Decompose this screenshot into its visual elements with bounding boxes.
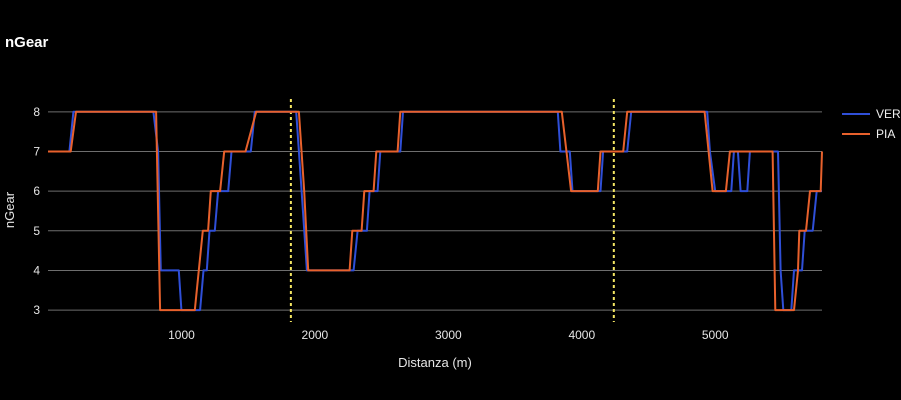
legend-item-pia[interactable]: PIA: [842, 127, 895, 141]
y-tick-label: 3: [33, 303, 40, 317]
x-tick-label: 4000: [568, 328, 595, 342]
series-lines: [48, 110, 823, 312]
x-tick-label: 5000: [702, 328, 729, 342]
reference-lines: [289, 99, 615, 322]
y-tick-labels: 3 4 5 6 7 8: [33, 105, 40, 317]
series-line-ver: [48, 110, 822, 312]
y-axis-label: nGear: [2, 191, 17, 228]
chart-title: nGear: [5, 34, 49, 51]
x-tick-label: 3000: [435, 328, 462, 342]
x-tick-labels: 1000 2000 3000 4000 5000: [168, 328, 729, 342]
legend-label: PIA: [876, 127, 895, 141]
series-line-pia: [48, 110, 823, 312]
x-axis-label: Distanza (m): [398, 355, 472, 370]
x-tick-label: 1000: [168, 328, 195, 342]
legend[interactable]: VER PIA: [842, 107, 901, 141]
y-tick-label: 6: [33, 184, 40, 198]
y-tick-label: 4: [33, 263, 40, 277]
y-tick-label: 7: [33, 144, 40, 158]
legend-item-ver[interactable]: VER: [842, 107, 901, 121]
y-tick-label: 8: [33, 105, 40, 119]
y-tick-label: 5: [33, 224, 40, 238]
grid-lines: [48, 111, 822, 311]
legend-label: VER: [876, 107, 901, 121]
x-tick-label: 2000: [302, 328, 329, 342]
